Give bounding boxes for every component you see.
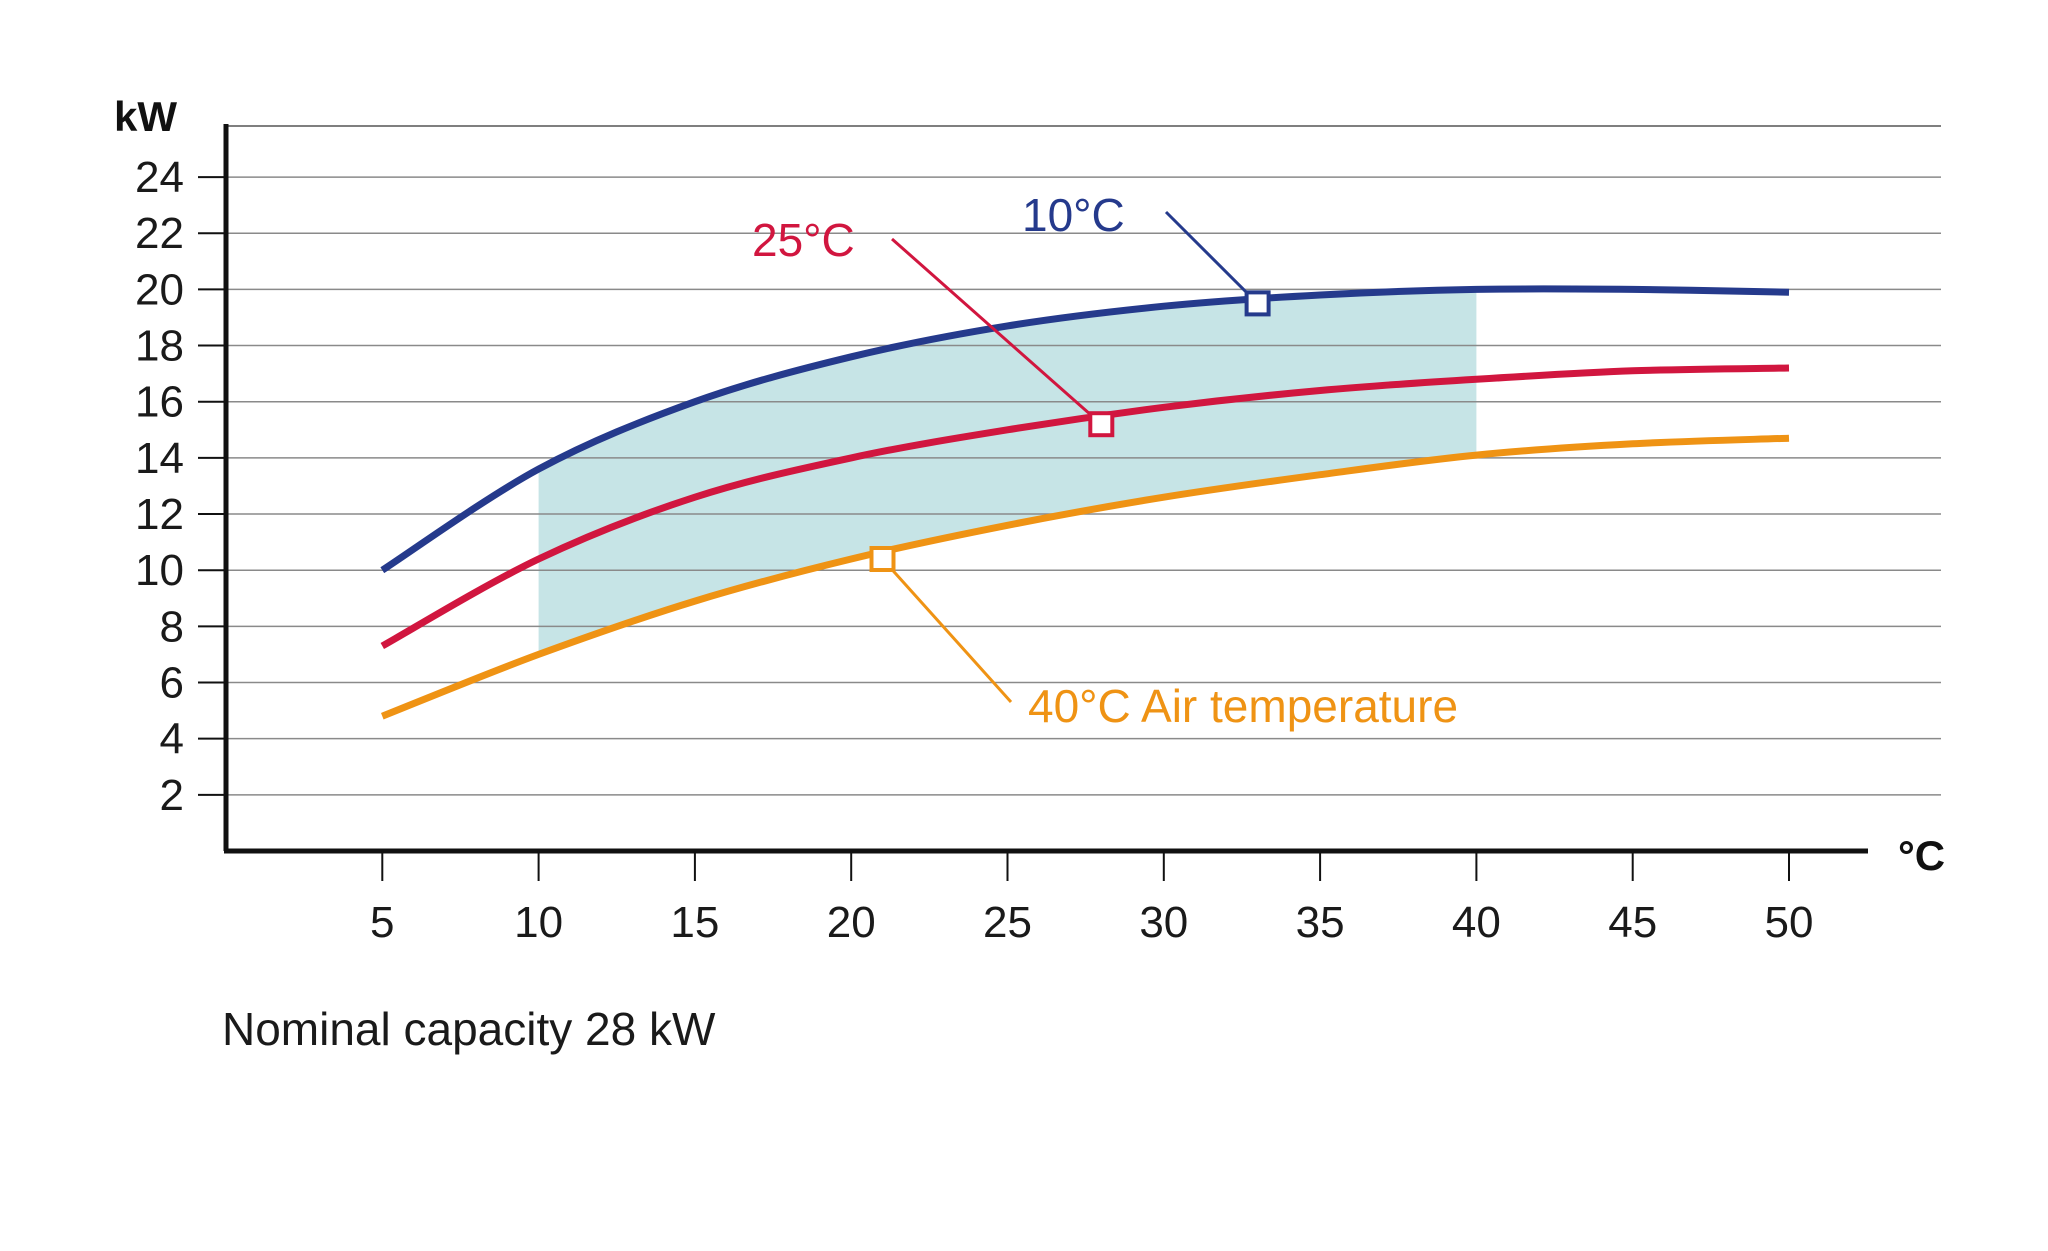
x-tick-label: 50 [1765,898,1814,947]
x-tick-label: 25 [983,898,1032,947]
y-tick-label: 2 [160,771,184,820]
y-tick-label: 24 [135,153,184,202]
series-line-2 [381,434,1790,720]
series-label-2: 40°C Air temperature [1028,680,1458,732]
y-tick-label: 20 [135,265,184,314]
x-tick-label: 45 [1608,898,1657,947]
series-marker-2 [869,546,896,572]
leader-line-1 [891,237,1103,426]
chart-caption: Nominal capacity 28 kW [222,1003,716,1055]
x-tick-label: 5 [370,898,394,947]
y-tick-label: 16 [135,378,184,427]
leader-line-0 [1164,210,1259,305]
leader-line-2 [881,557,1013,704]
series-label-1: 25°C [752,214,855,266]
y-tick-label: 4 [160,715,184,764]
y-tick-label: 18 [135,322,184,371]
x-tick-label: 10 [514,898,563,947]
x-tick-label: 20 [827,898,876,947]
y-tick-label: 12 [135,490,184,539]
y-tick-label: 14 [135,434,184,483]
series-line-1 [380,364,1790,650]
y-tick-label: 10 [135,546,184,595]
series-line-0 [380,285,1790,574]
x-tick-label: 15 [670,898,719,947]
x-axis-unit-label: °C [1898,832,1945,879]
series-label-0: 10°C [1022,189,1125,241]
series-marker-0 [1244,290,1271,317]
y-tick-label: 6 [160,659,184,708]
x-tick-label: 35 [1296,898,1345,947]
series-markers [869,290,1271,572]
y-tick-label: 22 [135,209,184,258]
series-labels: 10°C 25°C 40°C Air temperature [752,189,1458,732]
y-tick-label: 8 [160,602,184,651]
gridlines [226,125,1941,796]
x-tick-label: 30 [1139,898,1188,947]
y-axis-unit-label: kW [114,93,177,140]
x-tick-label: 40 [1452,898,1501,947]
series-marker-1 [1088,411,1115,438]
series-curves [380,285,1790,720]
